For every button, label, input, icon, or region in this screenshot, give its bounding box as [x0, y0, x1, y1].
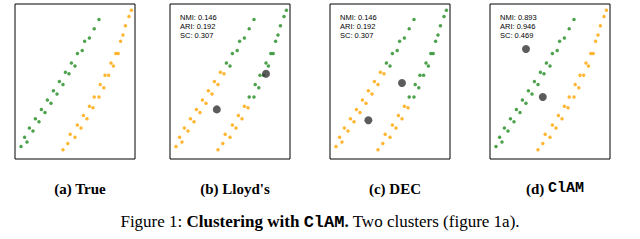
svg-text:(c) DEC: (c) DEC: [369, 181, 421, 198]
svg-text:SC: 0.307: SC: 0.307: [180, 31, 213, 40]
svg-text:ARI: 0.946: ARI: 0.946: [500, 22, 535, 31]
html-text:Figure 1: Clustering with ClAM: Figure 1: Clustering with ClAM. Two clus…: [120, 212, 520, 232]
svg-text:(b) Lloyd's: (b) Lloyd's: [200, 181, 270, 198]
svg-text:ClAM: ClAM: [548, 180, 584, 197]
svg-text:ARI: 0.192: ARI: 0.192: [340, 22, 375, 31]
svg-text:NMI: 0.893: NMI: 0.893: [500, 13, 537, 22]
svg-text:(d): (d): [526, 181, 548, 198]
svg-text:ARI: 0.192: ARI: 0.192: [180, 22, 215, 31]
svg-text:SC: 0.307: SC: 0.307: [340, 31, 373, 40]
svg-text:NMI: 0.146: NMI: 0.146: [340, 13, 377, 22]
svg-text:SC: 0.469: SC: 0.469: [500, 31, 533, 40]
svg-text:NMI: 0.146: NMI: 0.146: [180, 13, 217, 22]
svg-text:(a) True: (a) True: [54, 181, 106, 198]
